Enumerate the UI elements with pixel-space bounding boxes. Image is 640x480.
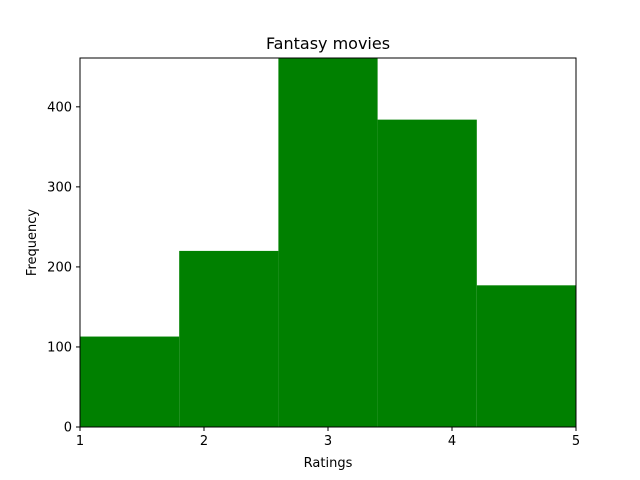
bars-layer bbox=[80, 58, 576, 427]
histogram-bar bbox=[179, 250, 279, 427]
chart-title: Fantasy movies bbox=[266, 34, 390, 53]
x-tick-label: 4 bbox=[448, 434, 456, 449]
x-tick-label: 3 bbox=[324, 434, 332, 449]
y-axis: 0 100 200 300 400 bbox=[47, 100, 80, 436]
x-axis: 1 2 3 4 5 bbox=[76, 427, 580, 449]
y-tick-label: 200 bbox=[47, 260, 72, 275]
histogram-bar bbox=[476, 285, 576, 427]
y-tick-label: 300 bbox=[47, 180, 72, 195]
x-axis-label: Ratings bbox=[304, 456, 353, 471]
x-tick-label: 5 bbox=[572, 434, 580, 449]
x-tick-label: 1 bbox=[76, 434, 84, 449]
y-tick-label: 0 bbox=[64, 421, 72, 436]
y-axis-label: Frequency bbox=[25, 209, 40, 276]
histogram-bar bbox=[377, 119, 477, 427]
x-tick-label: 2 bbox=[200, 434, 208, 449]
y-tick-label: 100 bbox=[47, 340, 72, 355]
histogram-bar bbox=[80, 336, 180, 427]
histogram-bar bbox=[278, 58, 378, 427]
y-tick-label: 400 bbox=[47, 100, 72, 115]
